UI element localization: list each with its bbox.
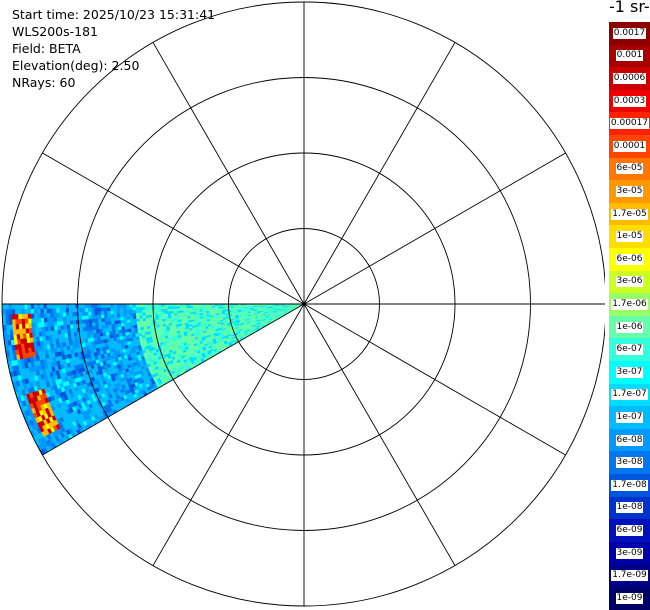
- colorbar-cell: 3e-09: [609, 541, 650, 565]
- colorbar-tick-label: 3e-06: [615, 276, 644, 288]
- colorbar-cell: 6e-06: [609, 248, 650, 271]
- colorbar-tick-label: 3e-07: [615, 366, 644, 378]
- colorbar-tick-label: 6e-08: [615, 434, 644, 446]
- colorbar-cell: 1.7e-08: [609, 474, 650, 497]
- colorbar-tick-label: 3e-08: [615, 457, 644, 469]
- colorbar-tick-label: 3e-09: [615, 547, 644, 559]
- colorbar-cell: 1.7e-09: [609, 564, 650, 587]
- field-label: Field: BETA: [12, 41, 81, 56]
- start-time-label: Start time: 2025/10/23 15:31:41: [12, 7, 216, 22]
- ppi-plot: [1, 1, 605, 607]
- colorbar-tick-label: 0.0017: [612, 27, 647, 39]
- colorbar-tick-label: 0.00017: [609, 118, 650, 130]
- colorbar-cell: 6e-09: [609, 519, 650, 542]
- colorbar-tick-label: 0.0003: [612, 95, 647, 107]
- colorbar-cell: 1.7e-06: [609, 293, 650, 316]
- colorbar-cell: 3e-06: [609, 270, 650, 294]
- colorbar-cell: 1.7e-05: [609, 202, 650, 226]
- azimuth-spoke: [303, 152, 566, 305]
- colorbar-cell: 0.0001: [609, 135, 650, 158]
- colorbar-tick-label: 3e-05: [615, 185, 644, 197]
- colorbar-cell: 0.00017: [609, 112, 650, 135]
- azimuth-spoke: [303, 303, 456, 566]
- elevation-label: Elevation(deg): 2.50: [12, 58, 140, 73]
- colorbar-cell: 0.0017: [609, 22, 650, 45]
- colorbar-cell: 3e-05: [609, 180, 650, 203]
- colorbar-title: -1 sr-: [609, 0, 650, 16]
- colorbar-tick-label: 1e-07: [615, 411, 644, 423]
- colorbar-tick-label: 1.7e-09: [611, 570, 648, 582]
- azimuth-spoke: [152, 303, 305, 566]
- colorbar-cell: 3e-07: [609, 361, 650, 384]
- colorbar-cell: 6e-05: [609, 157, 650, 181]
- data-sector: [2, 304, 304, 455]
- colorbar-cell: 0.0003: [609, 89, 650, 113]
- colorbar-cell: 1e-08: [609, 496, 650, 520]
- colorbar-tick-label: 6e-06: [615, 253, 644, 265]
- info-panel: Start time: 2025/10/23 15:31:41 WLS200s-…: [12, 6, 215, 91]
- colorbar-tick-label: 6e-05: [615, 163, 644, 175]
- colorbar-tick-label: 1e-05: [615, 231, 644, 243]
- colorbar-cell: 0.0006: [609, 67, 650, 90]
- colorbar-tick-label: 0.001: [615, 50, 644, 62]
- colorbar-tick-label: 0.0006: [612, 72, 647, 84]
- colorbar-tick-label: 1.7e-06: [611, 298, 648, 310]
- colorbar-tick-label: 6e-07: [615, 344, 644, 356]
- azimuth-spoke: [152, 42, 305, 305]
- colorbar-tick-label: 1.7e-08: [611, 479, 648, 491]
- polar-grid: [1, 1, 605, 607]
- colorbar-tick-label: 1e-09: [615, 592, 644, 604]
- azimuth-spoke: [42, 303, 305, 456]
- colorbar-tick-label: 1e-06: [615, 321, 644, 333]
- colorbar-cell: 1e-09: [609, 587, 650, 610]
- colorbar-cell: 1e-07: [609, 406, 650, 429]
- colorbar-cell: 6e-08: [609, 428, 650, 452]
- azimuth-spoke: [303, 303, 566, 456]
- colorbar-cell: 3e-08: [609, 451, 650, 474]
- colorbar-tick-label: 1e-08: [615, 502, 644, 514]
- colorbar-cell: 6e-07: [609, 338, 650, 361]
- colorbar-cell: 0.001: [609, 44, 650, 68]
- instrument-label: WLS200s-181: [12, 24, 98, 39]
- azimuth-spoke: [42, 152, 305, 305]
- colorbar-cell: 1.7e-07: [609, 383, 650, 407]
- colorbar-tick-label: 6e-09: [615, 524, 644, 536]
- colorbar-cell: 1e-06: [609, 315, 650, 339]
- colorbar-tick-label: 0.0001: [612, 140, 647, 152]
- nrays-label: NRays: 60: [12, 75, 76, 90]
- colorbar-tick-label: 1.7e-05: [611, 208, 648, 220]
- colorbar-tick-label: 1.7e-07: [611, 389, 648, 401]
- colorbar-cell: 1e-05: [609, 225, 650, 248]
- azimuth-spoke: [303, 42, 456, 305]
